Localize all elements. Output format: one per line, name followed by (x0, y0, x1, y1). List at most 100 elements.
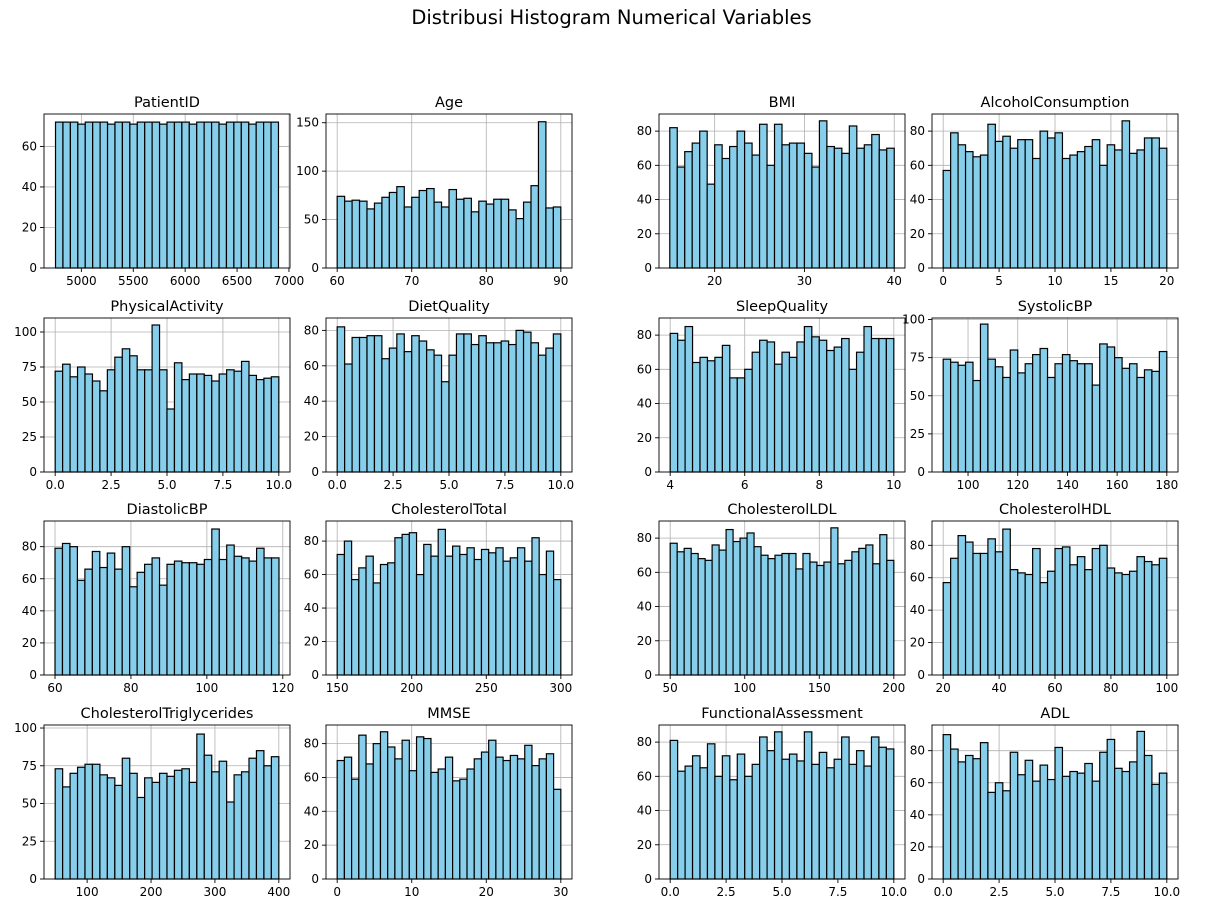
histogram-bar (773, 363, 783, 473)
histogram-title: CholesterolTriglycerides (81, 706, 254, 722)
histogram-bar (1091, 780, 1101, 880)
y-tick-label: 60 (637, 362, 652, 376)
histogram-bar (537, 354, 547, 473)
histogram-bar (1121, 120, 1131, 269)
x-tick-label: 80 (1103, 681, 1118, 695)
histogram-bar (463, 333, 472, 473)
histogram-bar (781, 758, 791, 880)
y-tick-label: 50 (22, 395, 37, 409)
x-tick-label: 15 (1103, 274, 1118, 288)
y-tick-label: 100 (902, 313, 925, 327)
x-tick-label: 300 (549, 681, 572, 695)
histogram-bar (358, 734, 367, 880)
x-tick-label: 20 (936, 681, 951, 695)
y-tick-label: 0 (917, 872, 925, 886)
histogram-bar (516, 547, 526, 676)
histogram-title: SleepQuality (736, 299, 829, 315)
histogram-bar (987, 791, 996, 880)
histogram-bar (211, 380, 220, 473)
histogram-bar (706, 743, 716, 880)
histogram-bar (343, 540, 353, 676)
x-tick-label: 140 (1056, 478, 1079, 492)
histogram-bar (863, 325, 873, 473)
y-tick-label: 20 (22, 220, 37, 234)
histogram-bar (233, 370, 243, 473)
histogram-bar (136, 121, 146, 269)
histogram-bar (1017, 139, 1026, 269)
histogram-bar (233, 555, 243, 676)
histogram-bar (885, 337, 895, 473)
histogram-bar (803, 152, 813, 269)
x-tick-label: 100 (1155, 681, 1178, 695)
y-tick-label: 0 (917, 261, 925, 275)
histogram-bar (524, 560, 533, 676)
histogram-bar (448, 188, 458, 269)
plot-frame (325, 113, 573, 269)
x-tick-label: 100 (733, 681, 756, 695)
histogram-bar (1136, 556, 1146, 676)
histogram-bar (500, 340, 510, 473)
histogram-bar (677, 770, 686, 880)
histogram-bar (114, 568, 123, 676)
histogram-bar (704, 559, 713, 676)
histogram-bar (62, 363, 71, 473)
histogram-bar (809, 561, 818, 676)
histogram-bar (106, 123, 116, 269)
histogram-bar (714, 356, 723, 473)
histogram-ADL: 0.0 2.5 5.0 7.5 10.0 0 20 40 60 80 ADL (910, 706, 1180, 899)
histogram-bar (408, 770, 418, 880)
histogram-bar (950, 557, 959, 676)
histogram-bar (957, 364, 967, 473)
histogram-bar (144, 563, 153, 676)
histogram-bar (203, 754, 213, 880)
y-tick-label: 20 (304, 635, 319, 649)
histogram-bar (545, 753, 555, 880)
histogram-bar (121, 121, 131, 269)
histogram-bar (964, 541, 974, 676)
x-tick-label: 7.5 (495, 478, 514, 492)
histogram-title: DiastolicBP (127, 502, 208, 518)
histogram-bar (516, 758, 526, 880)
histogram-bar (1054, 132, 1064, 269)
histogram-bar (181, 768, 190, 880)
histogram-bar (358, 200, 368, 269)
histogram-bar (99, 121, 109, 269)
histogram-bar (203, 558, 213, 676)
histogram-bar (553, 578, 562, 676)
histogram-bar (530, 342, 540, 473)
histogram-bar (136, 796, 146, 880)
x-tick-label: 10.0 (265, 478, 292, 492)
histogram-bar (351, 778, 360, 880)
histogram-bar (878, 746, 887, 880)
y-tick-label: 20 (910, 636, 925, 650)
y-tick-label: 100 (14, 325, 37, 339)
histogram-bar (872, 563, 881, 676)
y-tick-label: 60 (637, 769, 652, 783)
histogram-bar (1054, 363, 1064, 473)
histogram-bar (158, 369, 168, 473)
histogram-bar (751, 154, 761, 269)
x-tick-label: 7.5 (213, 478, 232, 492)
x-tick-label: 80 (123, 681, 138, 695)
y-tick-label: 150 (296, 116, 319, 130)
histogram-bar (886, 559, 895, 676)
histogram-bar (91, 550, 101, 676)
histogram-bar (1009, 147, 1019, 269)
histogram-title: PatientID (134, 95, 200, 111)
histogram-bar (336, 759, 345, 880)
histogram-bar (508, 343, 517, 473)
histogram-bar (99, 774, 108, 880)
y-tick-label: 20 (304, 838, 319, 852)
histogram-bar (84, 568, 93, 676)
histogram-bar (851, 551, 860, 676)
y-tick-label: 20 (304, 430, 319, 444)
histogram-bar (818, 120, 828, 269)
histogram-bar (1032, 547, 1041, 676)
histogram-bar (1017, 774, 1026, 880)
histogram-bar (1032, 780, 1041, 880)
histogram-Age: 60 70 80 90 0 50 100 150 Age (296, 95, 573, 288)
histogram-bar (1046, 137, 1056, 269)
histogram-bar (373, 335, 383, 473)
histogram-bar (1002, 790, 1011, 880)
histogram-bar (729, 779, 738, 880)
